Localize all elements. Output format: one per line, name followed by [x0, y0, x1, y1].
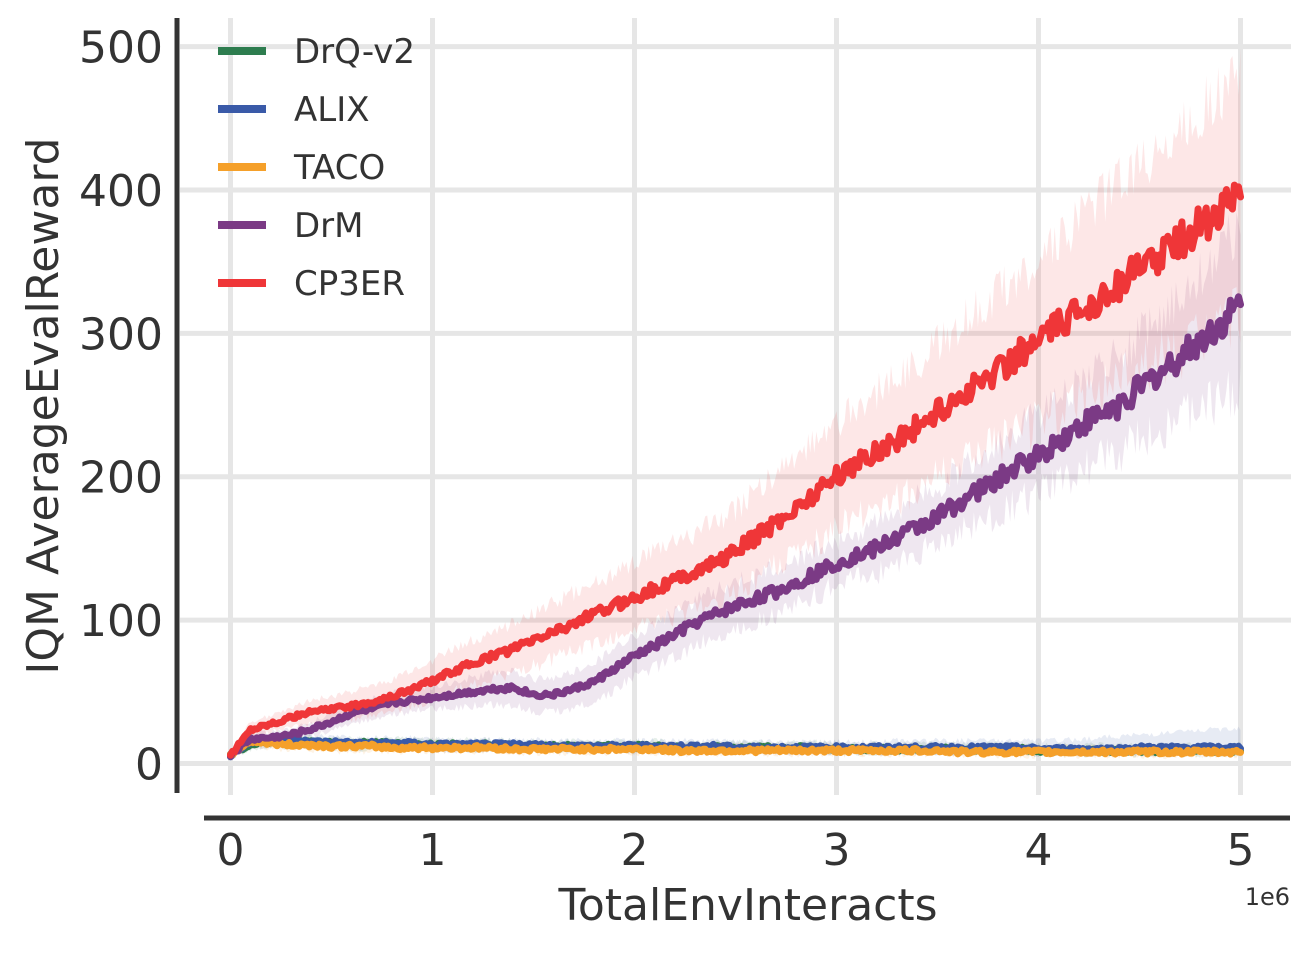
y-axis-title: IQM AverageEvalReward: [18, 137, 69, 674]
x-tick-label: 1: [419, 825, 447, 876]
x-axis-offset-label: 1e6: [1245, 883, 1290, 911]
y-axis-ticks: 0 100 200 300 400 500: [79, 23, 163, 791]
x-tick-label: 0: [217, 825, 245, 876]
band-drm: [230, 212, 1241, 760]
x-tick-label: 5: [1227, 825, 1255, 876]
line-taco: [227, 736, 1244, 759]
legend: DrQ-v2 ALIX TACO DrM CP3ER: [218, 32, 415, 304]
line-cp3er: [227, 181, 1244, 759]
y-tick-label: 400: [79, 166, 163, 217]
y-tick-label: 200: [79, 453, 163, 504]
band-cp3er: [230, 48, 1241, 758]
grid: [180, 18, 1291, 795]
legend-label-alix: ALIX: [294, 90, 370, 130]
legend-label-taco: TACO: [293, 148, 385, 188]
legend-label-drq-v2: DrQ-v2: [294, 32, 415, 72]
x-axis-title: TotalEnvInteracts: [557, 880, 937, 931]
x-tick-label: 3: [823, 825, 851, 876]
legend-label-cp3er: CP3ER: [294, 264, 405, 304]
series-lines: [227, 181, 1244, 761]
line-drm: [227, 293, 1244, 760]
y-tick-label: 100: [79, 596, 163, 647]
x-axis-ticks: 0 1 2 3 4 5: [217, 825, 1255, 876]
x-tick-label: 4: [1025, 825, 1053, 876]
y-tick-label: 300: [79, 309, 163, 360]
y-tick-label: 0: [135, 739, 163, 790]
x-tick-label: 2: [621, 825, 649, 876]
y-tick-label: 500: [79, 23, 163, 74]
legend-label-drm: DrM: [294, 206, 364, 246]
